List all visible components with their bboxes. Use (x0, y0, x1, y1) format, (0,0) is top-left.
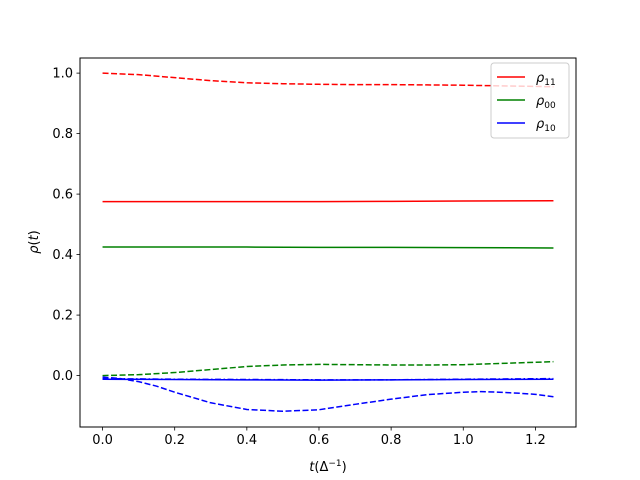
legend: ρ11 ρ00 ρ10 (490, 62, 570, 139)
x-tick-label: 0.4 (236, 433, 257, 448)
x-tick-label: 0.8 (381, 433, 402, 448)
y-tick-label: 0.0 (52, 369, 73, 384)
x-tick-label: 0.0 (92, 433, 113, 448)
axis-ticks: 0.0 0.2 0.4 0.6 0.8 1.0 1.2 0.0 0.2 0.4 0.6 0.8 1.0 (52, 67, 545, 448)
legend-label-00: ρ00 (536, 94, 556, 111)
legend-label-11: ρ11 (536, 71, 556, 88)
x-axis-label: t(Δ−1) (309, 459, 346, 475)
series-line-10-dashdot-5 (102, 377, 554, 381)
x-tick-label: 1.0 (453, 433, 474, 448)
legend-label-10: ρ10 (536, 117, 556, 134)
y-tick-label: 1.0 (52, 67, 73, 82)
series-line-00-dashed-3 (102, 360, 554, 377)
y-tick-label: 0.8 (52, 127, 73, 142)
series-line-11-solid-0 (102, 200, 554, 203)
series-line-10-dashed-6 (102, 376, 554, 413)
y-tick-label: 0.4 (52, 248, 73, 263)
y-tick-label: 0.6 (52, 188, 73, 203)
axes-frame (79, 57, 577, 428)
x-tick-label: 1.2 (525, 433, 546, 448)
x-tick-label: 0.2 (164, 433, 185, 448)
y-axis-label: ρ(t) (27, 230, 42, 254)
series-line-00-solid-2 (102, 246, 554, 249)
series-line-11-dashed-1 (102, 72, 554, 88)
legend-box (490, 62, 570, 139)
plot-area (102, 72, 554, 413)
y-tick-label: 0.2 (52, 309, 73, 324)
x-tick-label: 0.6 (309, 433, 330, 448)
